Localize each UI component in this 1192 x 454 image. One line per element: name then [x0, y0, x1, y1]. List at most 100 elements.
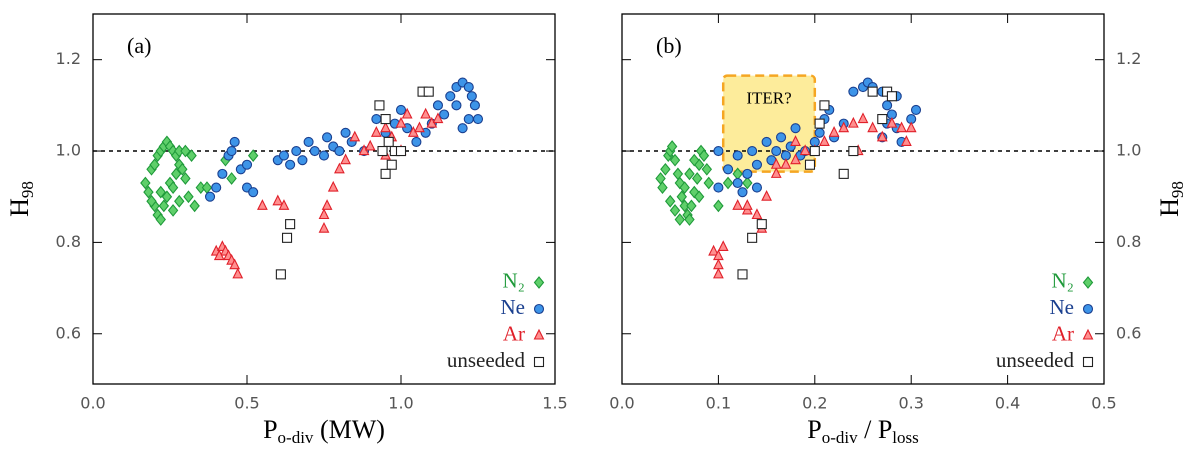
x-tick-label: 0.3: [898, 394, 923, 413]
x-tick-label: 0.5: [1091, 394, 1116, 413]
point: [247, 149, 259, 162]
legend-label: Ne: [501, 295, 526, 319]
point: [170, 167, 182, 181]
point: [241, 159, 253, 170]
legend-label: Ar: [1052, 321, 1074, 345]
point: [340, 153, 351, 165]
region-label: ITER?: [746, 89, 791, 108]
point: [741, 199, 753, 210]
point: [303, 136, 314, 147]
legend-marker: [1082, 303, 1094, 315]
legend-label: Ar: [503, 321, 525, 345]
point: [693, 190, 705, 204]
x-axis-label: Po-div / Ploss: [807, 415, 919, 447]
point: [229, 136, 240, 147]
point: [340, 127, 351, 138]
point: [445, 91, 456, 102]
point: [751, 182, 763, 193]
point: [848, 145, 859, 157]
legend-marker: [533, 356, 545, 368]
x-tick-label: 0.1: [706, 394, 731, 413]
point: [451, 100, 462, 111]
x-tick-label: 0.2: [802, 394, 827, 413]
point: [183, 190, 194, 204]
point: [285, 159, 296, 170]
plot-area: [92, 13, 556, 385]
point: [386, 159, 397, 170]
point: [380, 168, 391, 179]
point: [770, 158, 782, 169]
point: [751, 159, 763, 170]
point: [867, 121, 879, 133]
point: [278, 150, 290, 161]
panel-label: (a): [127, 33, 151, 58]
legend-marker: [533, 303, 545, 315]
y-tick-label: 0.8: [56, 232, 81, 251]
y-tick-label: 0.6: [56, 323, 81, 342]
point: [297, 155, 308, 166]
legend-marker: [1082, 276, 1094, 289]
point: [877, 114, 888, 125]
point: [180, 172, 191, 185]
point: [848, 86, 859, 97]
y-tick-label: 0.6: [1116, 323, 1141, 342]
point: [713, 199, 724, 213]
point: [664, 194, 676, 208]
point: [204, 191, 216, 202]
point: [722, 176, 734, 190]
y-label-part: H: [5, 198, 34, 217]
point: [149, 158, 160, 172]
point: [819, 135, 830, 146]
point: [732, 177, 743, 189]
point: [819, 100, 830, 111]
point: [291, 145, 302, 157]
point: [211, 182, 222, 193]
point: [717, 240, 729, 252]
point: [713, 145, 724, 157]
point: [747, 232, 758, 243]
legend-label: N₂: [503, 268, 526, 292]
point: [322, 132, 333, 143]
point: [395, 116, 407, 128]
point: [257, 199, 268, 210]
point: [657, 181, 668, 194]
point: [876, 130, 888, 142]
point: [469, 100, 480, 111]
point: [722, 164, 734, 175]
x-label-part: P: [807, 415, 821, 444]
point: [814, 118, 825, 129]
plot-area: [621, 13, 1105, 385]
point: [780, 158, 792, 169]
point: [334, 162, 345, 174]
point: [761, 136, 772, 147]
legend-label: Ne: [1050, 295, 1075, 319]
point: [686, 199, 697, 213]
x-axis-label: Po-div (MW): [263, 415, 385, 447]
point: [321, 199, 333, 210]
panel-label: (b): [656, 33, 682, 58]
point: [432, 100, 444, 111]
x-label-part: / P: [858, 415, 893, 444]
point: [771, 145, 782, 157]
point: [229, 258, 241, 270]
point: [167, 181, 179, 194]
point: [226, 145, 237, 157]
x-tick-label: 0.4: [995, 394, 1020, 413]
point: [334, 145, 345, 157]
point: [180, 144, 191, 158]
point: [814, 127, 825, 138]
point: [318, 221, 330, 233]
point: [905, 121, 917, 133]
point: [213, 249, 225, 261]
point: [886, 116, 898, 128]
point: [327, 180, 339, 192]
point: [679, 199, 690, 213]
x-label-part: o-div: [278, 428, 314, 447]
point: [770, 167, 782, 178]
point: [698, 149, 710, 162]
point: [756, 219, 767, 230]
x-tick-label: 1.5: [542, 394, 567, 413]
point: [285, 219, 296, 230]
x-tick-label: 1.0: [388, 394, 413, 413]
point: [676, 190, 687, 204]
